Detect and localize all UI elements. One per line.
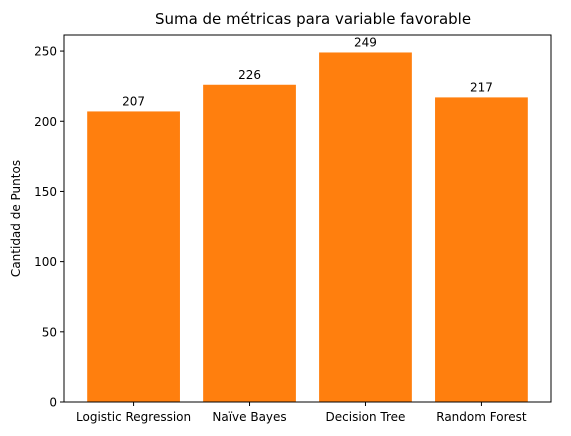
bar-value-label: 207 <box>122 94 145 108</box>
axes-frame <box>63 34 552 403</box>
x-tick-label: Logistic Regression <box>76 410 191 424</box>
y-tick-label: 200 <box>34 115 57 129</box>
y-tick-label: 100 <box>34 255 57 269</box>
y-tick-label: 0 <box>49 396 57 410</box>
chart-title: Suma de métricas para variable favorable <box>155 10 471 28</box>
bar-value-label: 249 <box>354 35 377 49</box>
y-tick-label: 50 <box>42 325 57 339</box>
x-tick-label: Naïve Bayes <box>212 410 286 424</box>
y-axis-label: Cantidad de Puntos <box>9 160 23 277</box>
bar-random-forest <box>435 97 528 403</box>
x-tick-label: Decision Tree <box>326 410 406 424</box>
bar-logistic-regression <box>87 111 180 403</box>
bar-value-label: 226 <box>238 68 261 82</box>
bar-na-ve-bayes <box>203 84 296 402</box>
bar-value-label: 217 <box>470 80 493 94</box>
bar-decision-tree <box>319 52 412 402</box>
y-tick-label: 250 <box>34 45 57 59</box>
x-tick-label: Random Forest <box>436 410 527 424</box>
y-tick-label: 150 <box>34 185 57 199</box>
